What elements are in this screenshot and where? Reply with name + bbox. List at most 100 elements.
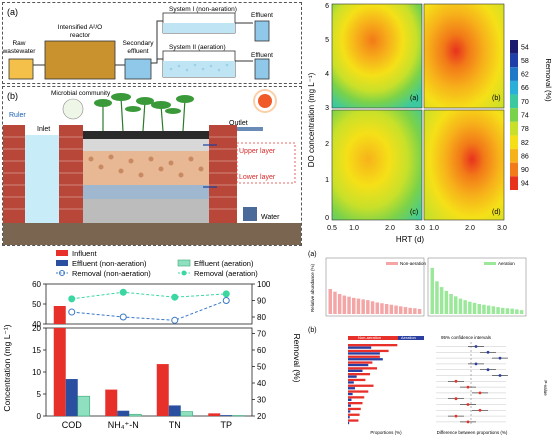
colorbar-swatch	[510, 67, 518, 81]
contour-xticks: 0.5 1.0 2.0 3.0 1.0 2.0 3.0	[327, 225, 507, 232]
micro-ylabel: Relative abundance (%)	[310, 263, 315, 312]
removal-non-aeration-point	[120, 314, 126, 320]
legend-influent: Influent	[72, 249, 98, 258]
proportion-bar-non-aeration	[348, 379, 365, 381]
reactor-label-2: reactor	[70, 32, 91, 39]
removal-aeration-point	[120, 289, 126, 295]
ci-point	[479, 409, 482, 412]
removal-non-aeration-point	[172, 317, 178, 323]
abundance-bar-non-aeration	[347, 297, 351, 314]
micro-comparison-rows	[348, 342, 508, 426]
abundance-bar-aeration	[506, 308, 510, 314]
abundance-bar-non-aeration	[404, 307, 408, 314]
contour-tag-c: (c)	[410, 209, 418, 216]
svg-text:4: 4	[325, 71, 329, 78]
abundance-bar-non-aeration	[390, 305, 394, 314]
water-label: Water	[261, 214, 280, 221]
system-1-water	[163, 23, 235, 33]
proportion-bar-non-aeration	[348, 402, 363, 404]
contour-tag-d: (d)	[492, 209, 501, 216]
proportion-bar-aeration	[348, 393, 353, 395]
colorbar-swatch	[510, 163, 518, 177]
contour-subplot-d	[424, 110, 504, 220]
effluent-label-1: Effluent	[251, 12, 273, 19]
abundance-bar-non-aeration	[394, 306, 398, 314]
secondary-label-1: Secondary	[122, 40, 154, 47]
wetland-plants	[94, 93, 194, 131]
removal-bar-chart: Influent Effluent (non-aeration) Effluen…	[0, 248, 304, 440]
proportion-bar-non-aeration	[348, 361, 372, 363]
proportion-bar-non-aeration	[348, 350, 389, 352]
y-tick-label: 50	[32, 300, 41, 309]
y2-tick-label: 50	[257, 363, 266, 372]
bar-effluent-non-aeration	[220, 415, 232, 416]
abundance-bar-aeration	[435, 281, 439, 314]
removal-aeration-point	[172, 294, 178, 300]
y2-tick-label: 100	[257, 280, 271, 289]
ci-point	[487, 351, 490, 354]
colorbar-tick: 74	[521, 113, 529, 120]
svg-text:6: 6	[325, 3, 329, 10]
svg-text:1.0: 1.0	[349, 225, 359, 232]
y2-tick-label: 20	[257, 412, 266, 421]
abundance-bar-aeration	[515, 309, 519, 314]
removal-aeration-point	[69, 296, 75, 302]
micro-tag-b: (b)	[308, 327, 317, 334]
inlet-label: Inlet	[37, 126, 50, 133]
abundance-bar-aeration	[520, 310, 524, 314]
micro-legend-non-swatch	[386, 262, 398, 265]
abundance-bar-non-aeration	[385, 304, 389, 314]
ground-soil	[3, 223, 301, 245]
micro-legend-aer-swatch	[484, 262, 496, 265]
category-label: TP	[220, 420, 232, 430]
abundance-bar-non-aeration	[418, 309, 422, 314]
abundance-bar-non-aeration	[357, 299, 361, 314]
effluent-tank-2	[255, 59, 269, 79]
micro-b-legend-non: Non-aeration	[358, 335, 381, 340]
y2-tick-label: 80	[257, 313, 266, 322]
abundance-bar-non-aeration	[366, 300, 370, 314]
bar-legend: Influent Effluent (non-aeration) Effluen…	[56, 249, 258, 278]
bar-influent-upper	[54, 306, 66, 324]
upper-axis-frame	[46, 284, 252, 324]
ci-point	[455, 415, 458, 418]
abundance-bar-aeration	[496, 307, 500, 314]
effluent-tank-1	[255, 21, 269, 41]
microbial-community-icon	[63, 99, 83, 119]
proportion-bar-non-aeration	[348, 385, 374, 387]
legend-swatch-eff-non	[56, 260, 68, 266]
bar-marks	[54, 289, 245, 416]
micro-tag-a: (a)	[308, 251, 317, 258]
abundance-bar-non-aeration	[333, 292, 337, 314]
colorbar-label: Removal (%)	[544, 58, 553, 102]
legend-rem-non: Removal (non-aeration)	[72, 269, 151, 278]
svg-text:0: 0	[325, 215, 329, 222]
contour-xlabel: HRT (d)	[396, 235, 424, 244]
abundance-bar-non-aeration	[338, 294, 342, 314]
secondary-label-2: effluent	[127, 48, 148, 55]
category-label: NH₄⁺-N	[108, 420, 139, 430]
y-tick-label: 10	[32, 368, 41, 377]
ci-point	[499, 374, 502, 377]
micro-ci-title: 95% confidence intervals	[441, 335, 492, 340]
legend-eff-aer: Effluent (aeration)	[194, 259, 254, 268]
micro-legend-aer: Aeration	[498, 261, 515, 266]
proportion-bar-aeration	[348, 410, 350, 412]
lower-layer-label: Lower layer	[239, 174, 276, 181]
svg-text:2.0: 2.0	[385, 225, 395, 232]
abundance-bar-aeration	[482, 305, 486, 314]
abundance-bar-non-aeration	[376, 302, 380, 314]
bar-ylabel: Concentration (mg L⁻¹)	[2, 324, 12, 411]
micro-xlabel-right: Difference between proportions (%)	[437, 430, 508, 435]
abundance-bar-aeration	[473, 303, 477, 314]
bar-influent	[157, 364, 169, 416]
colorbar-swatch	[510, 95, 518, 109]
svg-text:3.0: 3.0	[497, 225, 507, 232]
flow-schematic-svg: (a) Raw wastewater Intensified A²/O reac…	[3, 3, 301, 83]
proportion-bar-non-aeration	[348, 390, 368, 392]
removal-aeration-point	[223, 291, 229, 297]
colorbar-swatch	[510, 54, 518, 68]
bar-y2label: Removal (%)	[292, 333, 302, 382]
colorbar-tick: 82	[521, 140, 529, 147]
system-2-label: System II (aeration)	[169, 44, 226, 51]
